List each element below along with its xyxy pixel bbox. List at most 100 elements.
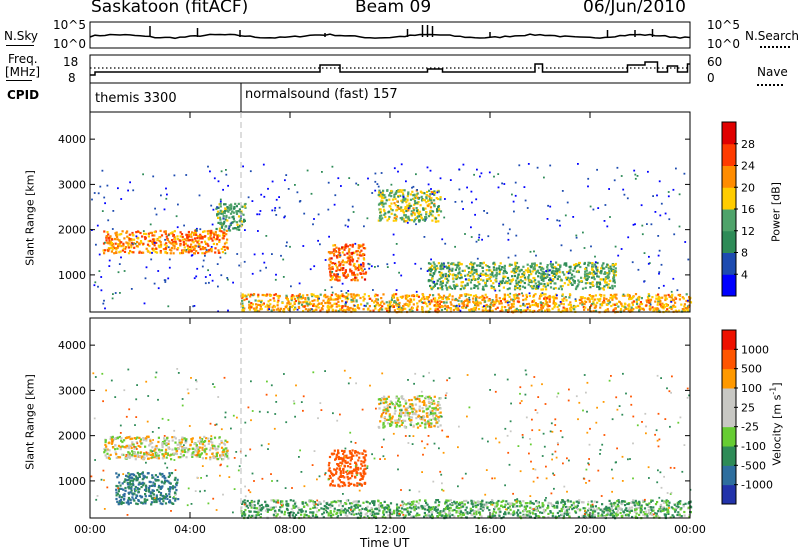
velocity-cell	[198, 454, 201, 457]
power-noise-cell	[117, 271, 120, 274]
velocity-cell	[181, 436, 184, 439]
power-cell	[489, 303, 492, 306]
power-cell	[492, 262, 495, 265]
power-cell	[440, 271, 443, 274]
power-noise-cell	[366, 217, 369, 220]
power-cell	[132, 242, 135, 245]
power-cell	[551, 274, 554, 277]
power-cell	[408, 301, 411, 304]
power-noise-cell	[470, 236, 473, 238]
velocity-cell	[136, 471, 139, 475]
power-cell	[569, 301, 572, 304]
power-noise-cell	[204, 276, 207, 278]
velocity-cell	[348, 450, 351, 453]
power-cell	[105, 235, 108, 238]
velocity-cell	[161, 485, 164, 488]
power-cell	[305, 302, 308, 305]
power-cell	[586, 281, 589, 285]
power-cell	[429, 262, 432, 265]
power-cell	[363, 258, 366, 261]
velocity-cell	[128, 452, 131, 455]
velocity-cell	[316, 515, 319, 518]
power-cell	[349, 268, 352, 271]
velocity-cell	[335, 470, 338, 474]
power-cell	[481, 298, 484, 301]
velocity-cell	[309, 511, 312, 514]
power-cell	[290, 296, 293, 300]
power-cell	[440, 268, 443, 271]
power-cell	[380, 297, 383, 300]
power-cell	[343, 248, 346, 251]
velocity-cell	[159, 485, 162, 489]
power-cell	[338, 264, 341, 267]
power-cell	[532, 310, 535, 313]
power-cell	[493, 263, 497, 266]
power-cell	[412, 294, 415, 297]
power-cell	[187, 238, 190, 241]
velocity-cell	[165, 479, 169, 482]
power-noise-cell	[299, 200, 302, 202]
velocity-cell	[384, 398, 387, 401]
power-cell	[379, 303, 382, 306]
power-cell	[219, 218, 222, 221]
power-noise-cell	[104, 241, 106, 244]
velocity-cell	[338, 479, 341, 482]
power-noise-cell	[487, 235, 490, 238]
power-cell	[566, 276, 570, 279]
velocity-cell	[384, 401, 387, 404]
power-cell	[243, 307, 246, 310]
power-noise-cell	[143, 302, 146, 305]
power-cell	[423, 219, 426, 222]
power-cell	[611, 284, 614, 287]
velocity-cell	[172, 497, 175, 500]
power-noise-cell	[351, 205, 354, 208]
power-cell	[232, 215, 235, 218]
velocity-cell	[151, 446, 154, 449]
power-noise-cell	[331, 291, 334, 294]
power-noise-cell	[227, 309, 229, 312]
power-cell	[374, 293, 377, 296]
power-cell	[558, 271, 561, 274]
power-cell	[241, 205, 244, 208]
power-cell	[351, 253, 354, 256]
power-cell	[366, 308, 370, 311]
power-cell	[376, 294, 379, 297]
velocity-cell	[415, 417, 418, 420]
power-cell	[382, 197, 385, 200]
power-noise-cell	[251, 272, 254, 275]
power-cell	[636, 302, 639, 306]
power-cell	[475, 270, 478, 273]
velocity-cell	[130, 489, 133, 492]
velocity-cell	[145, 435, 149, 438]
power-cell	[598, 299, 601, 302]
velocity-cell	[127, 444, 130, 447]
power-cell	[164, 230, 167, 233]
power-noise-cell	[606, 225, 609, 228]
power-cell	[402, 198, 405, 201]
power-cell	[446, 266, 449, 269]
velocity-cell	[341, 449, 344, 452]
power-cell	[238, 224, 242, 227]
power-noise-cell	[395, 289, 398, 291]
power-noise-cell	[537, 285, 540, 288]
power-cell	[417, 212, 420, 215]
power-noise-cell	[379, 211, 382, 214]
velocity-cell	[115, 497, 118, 501]
power-cell	[448, 269, 451, 272]
power-cell	[430, 300, 433, 303]
power-cell	[335, 269, 338, 272]
power-cell	[601, 287, 604, 290]
power-cell	[322, 299, 325, 302]
velocity-cell	[318, 501, 321, 504]
velocity-cell	[425, 395, 428, 398]
power-noise-cell	[284, 179, 286, 182]
power-cell	[199, 248, 202, 251]
power-cell	[136, 230, 140, 233]
power-cell	[432, 281, 435, 284]
power-cell	[602, 299, 606, 302]
power-cell	[133, 238, 136, 241]
power-cell	[393, 193, 396, 196]
velocity-cell	[168, 472, 171, 475]
power-cell	[423, 199, 426, 202]
velocity-cell	[389, 400, 392, 403]
